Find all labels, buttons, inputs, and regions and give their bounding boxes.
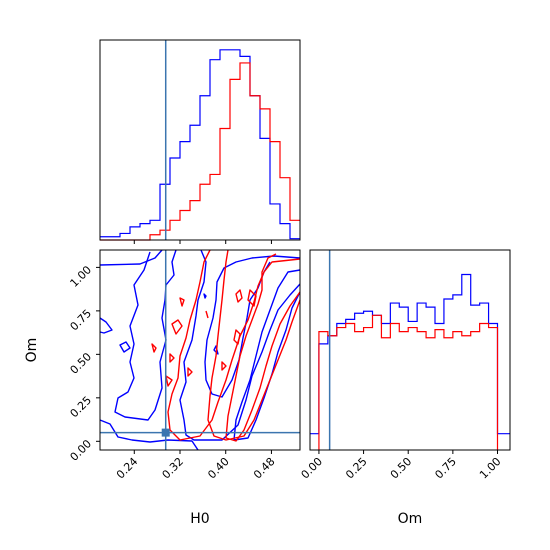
om-y-tick-label: 0.50	[68, 350, 95, 377]
h0-histogram-panel	[99, 39, 301, 244]
contour-blue-core	[233, 269, 301, 441]
contour-blue-island-1	[99, 317, 113, 334]
contour-red-island-5	[233, 329, 241, 345]
om-y-tick-label: 0.00	[68, 437, 95, 464]
om-x-tick-label: 0.25	[343, 455, 370, 482]
om-hist-series-1	[310, 273, 510, 435]
y-axis-label-om: Om	[24, 338, 40, 363]
contour-red-island-3	[179, 297, 185, 307]
x-axis-label-h0: H0	[190, 511, 209, 527]
h0-hist-series-1	[100, 49, 300, 240]
contour-red-island-1	[235, 289, 243, 303]
truth-marker	[161, 428, 170, 437]
contour-red-island-7	[151, 343, 157, 353]
contour-red-mid	[207, 249, 301, 441]
h0-hist-frame	[99, 39, 301, 241]
contour-blue-mid-right	[179, 249, 301, 441]
contour-frame	[99, 249, 301, 451]
h0-x-tick-label: 0.32	[160, 455, 187, 482]
om-x-tick-label: 0.50	[388, 455, 415, 482]
om-y-tick-label: 0.75	[68, 307, 95, 334]
h0-x-tick-label: 0.24	[114, 455, 141, 482]
om-hist-series-2	[318, 314, 499, 450]
h0-om-contour-panel: 0.24 0.32 0.40 0.48 0.00 0.25 0.50 0.75 1.00	[68, 249, 301, 482]
contour-red-island-11	[247, 289, 257, 307]
contour-blue-inner	[204, 255, 301, 398]
om-y-tick-label: 1.00	[68, 263, 95, 290]
contour-red-island-6	[165, 375, 173, 387]
om-y-tick-label: 0.25	[68, 394, 95, 421]
contour-red-island-9	[187, 367, 193, 377]
x-axis-label-om: Om	[398, 511, 423, 527]
contour-red-island-4	[205, 310, 209, 319]
h0-x-tick-label: 0.48	[251, 455, 278, 482]
h0-hist-series-2	[100, 62, 300, 241]
contour-red-island-10	[221, 361, 227, 371]
om-x-tick-label: 0.00	[299, 455, 326, 482]
contour-red-island-2	[171, 319, 183, 335]
contour-blue-island-4	[203, 293, 207, 299]
contour-blue-island-2	[119, 341, 131, 353]
h0-x-tick-label: 0.40	[205, 455, 232, 482]
contour-red-island-8	[169, 353, 175, 363]
om-x-tick-label: 1.00	[477, 455, 504, 482]
om-x-tick-label: 0.75	[432, 455, 459, 482]
contour-red-inner	[225, 253, 301, 442]
om-histogram-panel: 0.00 0.25 0.50 0.75 1.00	[299, 249, 511, 482]
om-hist-frame	[309, 249, 511, 451]
